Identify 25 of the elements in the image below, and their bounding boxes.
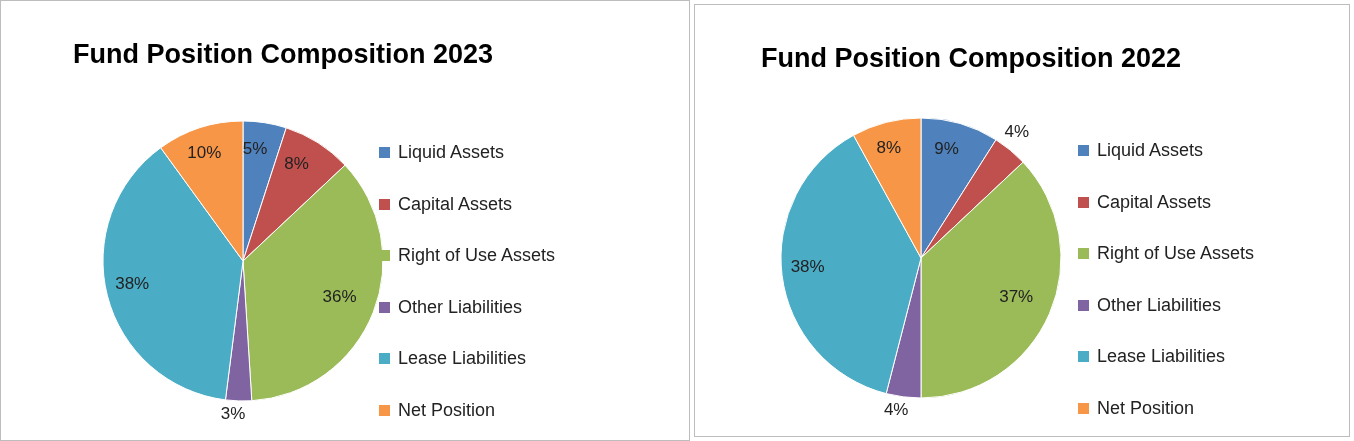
legend-label: Capital Assets [398, 193, 513, 215]
data-label: 4% [883, 400, 909, 420]
legend-label: Net Position [1097, 397, 1195, 419]
legend-label: Lease Liabilities [398, 348, 527, 370]
data-label: 9% [934, 138, 959, 158]
data-label: 4% [1004, 121, 1029, 141]
data-label: 3% [220, 404, 246, 424]
chart-title: Fund Position Composition 2023 [72, 39, 494, 70]
legend-label: Other Liabilities [398, 296, 523, 318]
legend-label: Right of Use Assets [1097, 243, 1255, 265]
legend-label: Liquid Assets [398, 142, 505, 164]
chart-title: Fund Position Composition 2022 [760, 43, 1182, 74]
data-label: 8% [876, 137, 902, 157]
legend-label: Liquid Assets [1097, 140, 1204, 162]
data-label: 36% [322, 286, 357, 306]
legend-label: Right of Use Assets [398, 245, 556, 267]
data-label: 37% [999, 286, 1034, 306]
legend-label: Lease Liabilities [1097, 346, 1226, 368]
legend-label: Net Position [398, 399, 496, 421]
data-label: 38% [115, 273, 150, 293]
legend-label: Other Liabilities [1097, 294, 1222, 316]
legend-label: Capital Assets [1097, 191, 1212, 213]
data-label: 38% [790, 257, 825, 277]
data-label: 8% [284, 154, 309, 174]
data-label: 10% [187, 142, 222, 162]
